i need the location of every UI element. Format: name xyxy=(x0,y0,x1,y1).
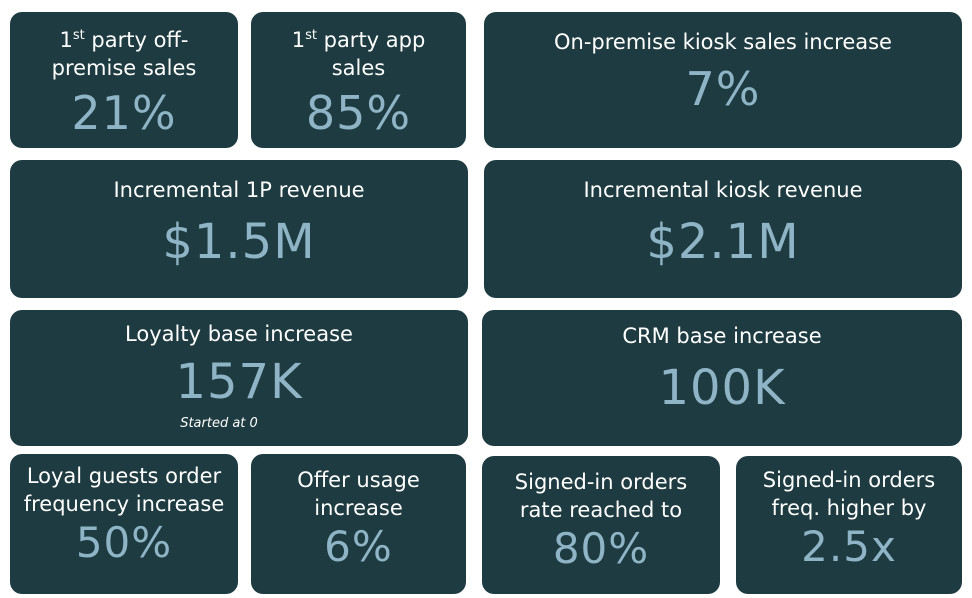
kpi-tile-signed-in-orders-rate: Signed-in orders rate reached to 80% xyxy=(482,456,720,594)
kpi-value: 50% xyxy=(75,518,173,567)
kpi-value: 85% xyxy=(305,86,412,140)
kpi-value: 21% xyxy=(71,86,177,140)
kpi-label: Loyalty base increase xyxy=(125,322,353,346)
kpi-value: 157K xyxy=(175,354,303,410)
kpi-label: Offer usage increase xyxy=(297,468,420,520)
kpi-tile-first-party-app-sales: 1st party app sales 85% xyxy=(251,12,466,148)
kpi-value: 6% xyxy=(324,522,393,571)
kpi-label: 1st party off- premise sales xyxy=(51,28,197,80)
kpi-tile-crm-base-increase: CRM base increase 100K xyxy=(482,310,962,446)
kpi-value: 7% xyxy=(685,62,761,116)
kpi-tile-first-party-offpremise-sales: 1st party off- premise sales 21% xyxy=(10,12,238,148)
kpi-tile-incremental-1p-revenue: Incremental 1P revenue $1.5M xyxy=(10,160,468,298)
kpi-value: 100K xyxy=(658,360,786,416)
kpi-tile-kiosk-sales-increase: On-premise kiosk sales increase 7% xyxy=(484,12,962,148)
kpi-label: On-premise kiosk sales increase xyxy=(554,30,892,54)
kpi-label: Signed-in orders rate reached to xyxy=(514,470,688,522)
kpi-value: 2.5x xyxy=(801,522,897,571)
kpi-label: 1st party app sales xyxy=(291,28,426,80)
kpi-value: 80% xyxy=(552,524,650,573)
kpi-note: Started at 0 xyxy=(180,416,258,431)
kpi-tile-offer-usage-increase: Offer usage increase 6% xyxy=(251,454,466,594)
kpi-value: $2.1M xyxy=(646,214,800,270)
kpi-tile-loyal-guests-frequency: Loyal guests order frequency increase 50… xyxy=(10,454,238,594)
kpi-tile-loyalty-base-increase: Loyalty base increase 157K Started at 0 xyxy=(10,310,468,446)
kpi-label: Incremental kiosk revenue xyxy=(583,178,863,202)
kpi-label: Incremental 1P revenue xyxy=(113,178,365,202)
kpi-label: CRM base increase xyxy=(622,324,822,348)
kpi-tile-signed-in-orders-frequency: Signed-in orders freq. higher by 2.5x xyxy=(736,456,962,594)
kpi-value: $1.5M xyxy=(162,214,316,270)
kpi-tile-incremental-kiosk-revenue: Incremental kiosk revenue $2.1M xyxy=(484,160,962,298)
kpi-label: Signed-in orders freq. higher by xyxy=(762,468,936,520)
kpi-label: Loyal guests order frequency increase xyxy=(23,464,225,516)
